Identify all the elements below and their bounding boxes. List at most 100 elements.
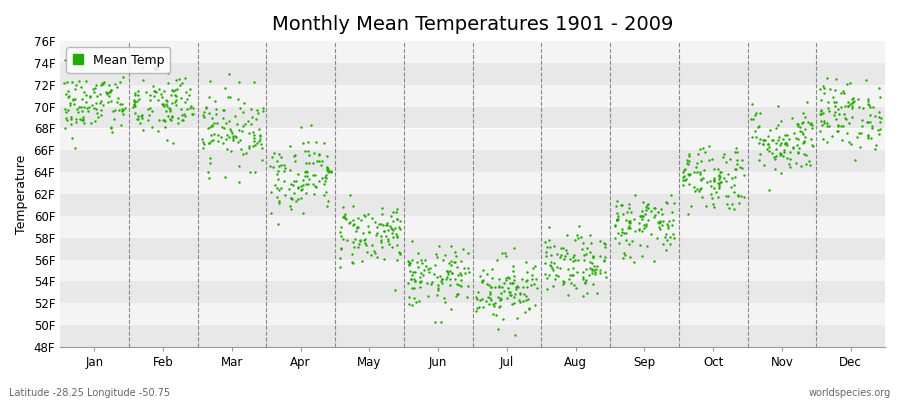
Point	[851, 104, 866, 110]
Point	[851, 130, 866, 136]
Point	[715, 179, 729, 185]
Point	[362, 229, 376, 235]
Point	[782, 148, 796, 155]
Point	[429, 251, 444, 257]
Point	[692, 171, 706, 177]
Point	[706, 177, 721, 184]
Point	[357, 212, 372, 219]
Point	[343, 192, 357, 198]
Point	[690, 150, 705, 157]
Point	[793, 124, 807, 130]
Point	[804, 136, 818, 142]
Point	[760, 140, 775, 147]
Point	[68, 96, 82, 102]
Point	[104, 124, 118, 130]
Point	[678, 177, 692, 184]
Point	[734, 164, 749, 171]
Point	[524, 282, 538, 288]
Point	[384, 226, 399, 233]
Point	[374, 221, 389, 228]
Point	[248, 132, 262, 138]
Point	[316, 181, 330, 188]
Point	[598, 240, 612, 247]
Point	[154, 94, 168, 100]
Point	[132, 95, 147, 102]
Point	[488, 283, 502, 290]
Point	[419, 263, 434, 270]
Point	[75, 117, 89, 123]
Point	[767, 154, 781, 160]
Point	[491, 326, 505, 332]
Point	[756, 137, 770, 144]
Point	[761, 148, 776, 155]
Point	[653, 205, 668, 212]
Point	[519, 284, 534, 290]
Point	[240, 118, 255, 124]
Point	[287, 152, 302, 158]
Point	[158, 124, 172, 130]
Point	[774, 140, 788, 146]
Point	[842, 120, 856, 126]
Point	[610, 230, 625, 236]
Point	[320, 167, 335, 174]
Point	[136, 77, 150, 83]
Point	[429, 292, 444, 298]
Point	[287, 189, 302, 196]
Point	[203, 138, 218, 144]
Point	[762, 144, 777, 150]
Point	[357, 237, 372, 243]
Point	[336, 236, 350, 243]
Point	[676, 169, 690, 175]
Point	[626, 259, 641, 265]
Point	[423, 265, 437, 272]
Point	[106, 60, 121, 66]
Point	[408, 284, 422, 291]
Point	[428, 318, 443, 325]
Point	[492, 304, 507, 310]
Point	[427, 271, 441, 277]
Point	[307, 150, 321, 156]
Point	[637, 224, 652, 231]
Point	[570, 232, 584, 238]
Point	[827, 87, 842, 93]
Point	[61, 106, 76, 113]
Point	[814, 117, 828, 124]
Point	[420, 280, 435, 286]
Point	[303, 122, 318, 129]
Point	[518, 291, 532, 297]
Point	[744, 100, 759, 107]
Point	[636, 213, 651, 219]
Bar	[60, 107, 885, 128]
Point	[820, 122, 834, 129]
Point	[160, 98, 175, 104]
Point	[831, 122, 845, 129]
Point	[102, 89, 116, 95]
Point	[495, 284, 509, 290]
Point	[689, 160, 704, 166]
Point	[221, 134, 236, 140]
Point	[556, 244, 571, 251]
Point	[597, 257, 611, 263]
Point	[309, 184, 323, 191]
Point	[661, 222, 675, 229]
Point	[114, 101, 129, 108]
Point	[319, 172, 333, 178]
Point	[309, 139, 323, 145]
Point	[500, 295, 514, 302]
Point	[769, 140, 783, 146]
Point	[453, 282, 467, 288]
Point	[508, 284, 523, 290]
Point	[68, 116, 83, 123]
Point	[791, 136, 806, 142]
Point	[287, 153, 302, 159]
Point	[542, 272, 556, 278]
Point	[638, 210, 652, 217]
Point	[334, 246, 348, 252]
Point	[652, 224, 666, 230]
Point	[678, 173, 692, 180]
Point	[405, 238, 419, 244]
Point	[845, 100, 859, 106]
Point	[756, 141, 770, 148]
Point	[359, 242, 374, 248]
Point	[460, 294, 474, 300]
